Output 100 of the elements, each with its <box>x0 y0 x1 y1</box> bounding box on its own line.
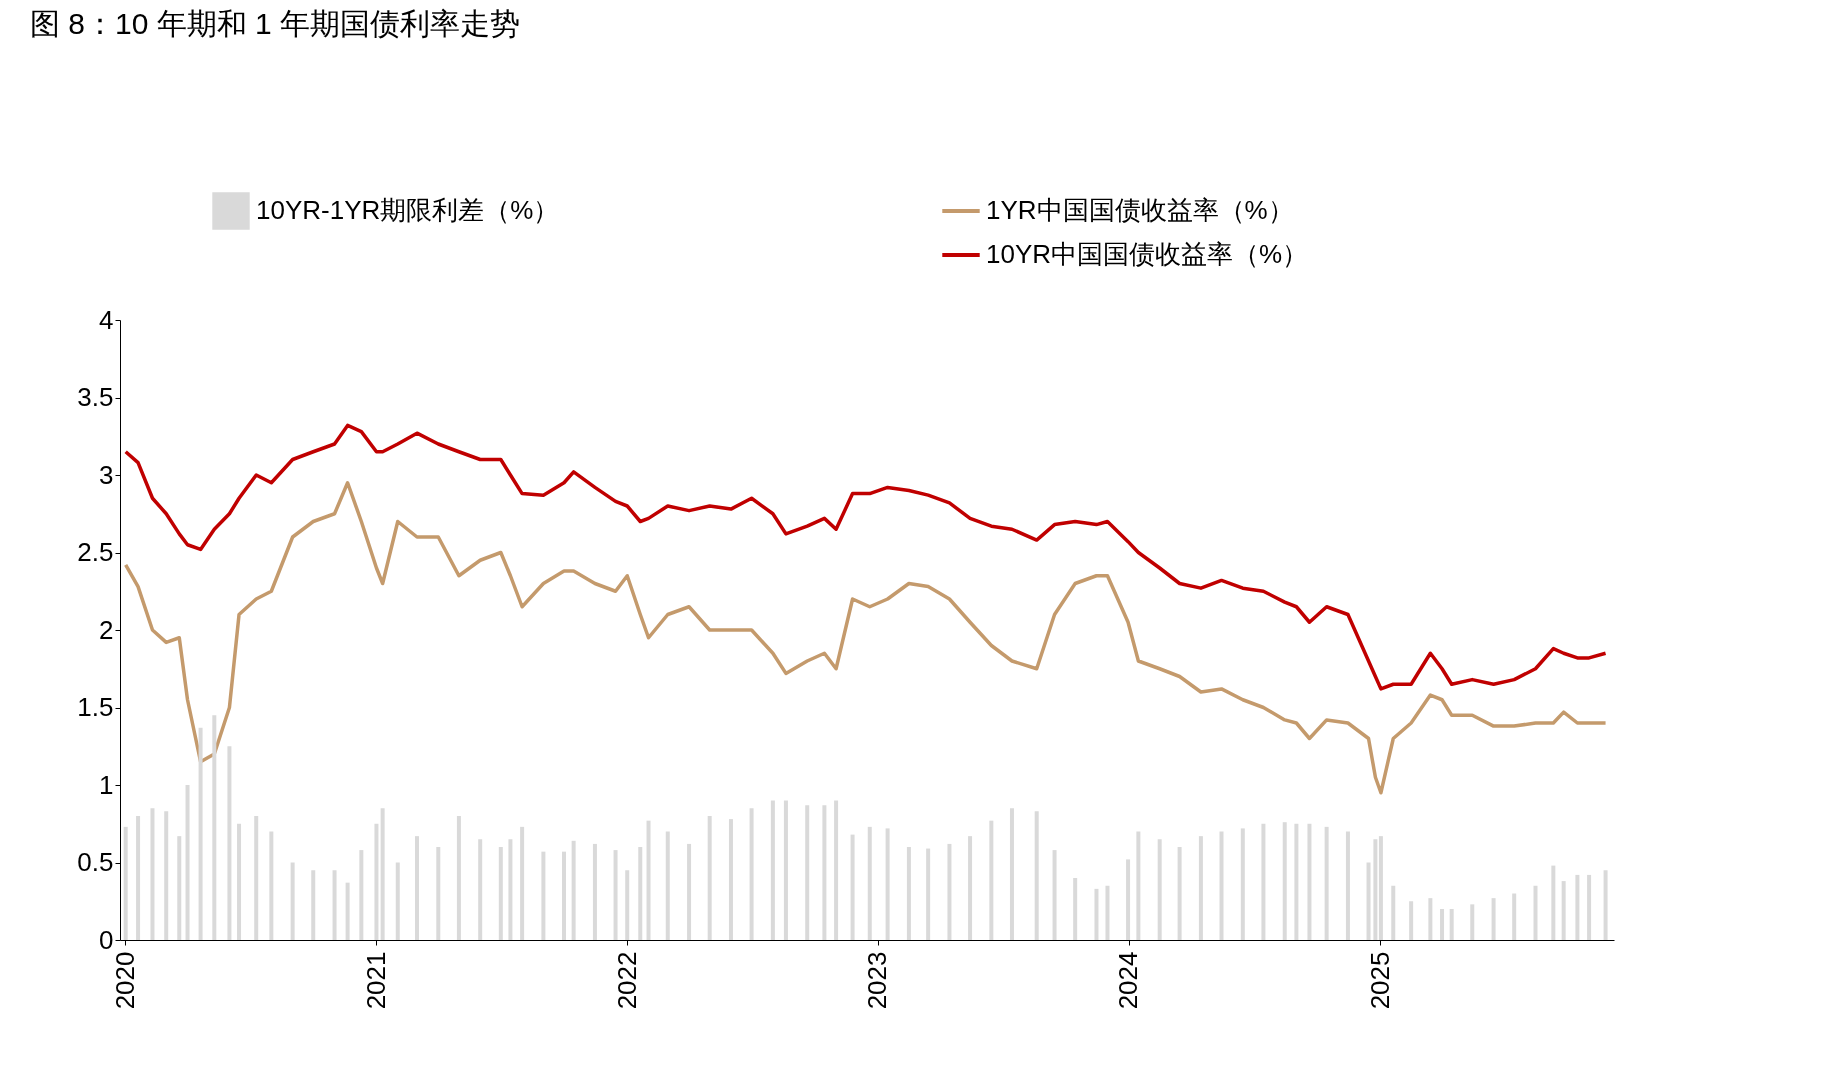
bar <box>1307 823 1312 940</box>
bar <box>989 820 994 940</box>
legend-label: 10YR-1YR期限利差（%） <box>256 195 560 225</box>
bar <box>237 823 242 940</box>
bar <box>345 882 350 940</box>
bar <box>1345 831 1350 940</box>
bar <box>926 848 931 940</box>
bar <box>1324 826 1329 940</box>
x-tick-label: 2023 <box>862 951 893 1010</box>
bar <box>625 870 630 940</box>
bar <box>478 839 483 940</box>
bar <box>1561 881 1566 940</box>
bar <box>290 862 295 940</box>
bar <box>136 816 141 940</box>
bar <box>374 823 379 940</box>
legend-label: 10YR中国国债收益率（%） <box>986 239 1309 269</box>
bar <box>1470 904 1475 940</box>
bar <box>395 862 400 940</box>
bar <box>254 816 259 940</box>
bar <box>1009 808 1014 940</box>
bar <box>867 826 872 940</box>
bar <box>359 850 364 940</box>
x-tick-label: 2022 <box>611 951 642 1010</box>
bar <box>1073 878 1078 940</box>
bar <box>646 820 651 940</box>
bar <box>770 800 775 940</box>
bar <box>707 816 712 940</box>
bar <box>562 851 567 940</box>
bar <box>332 870 337 940</box>
bar <box>198 727 203 940</box>
bar <box>638 847 643 940</box>
bar <box>783 800 788 940</box>
bar <box>1282 822 1287 940</box>
y-tick-label: 1 <box>99 769 114 800</box>
legend-label: 1YR中国国债收益率（%） <box>986 195 1294 225</box>
bar <box>906 847 911 940</box>
bar <box>1512 893 1517 940</box>
y-tick-label: 2.5 <box>77 537 114 567</box>
line-series <box>123 423 1608 691</box>
y-tick-label: 3 <box>99 459 114 490</box>
bar <box>1603 870 1608 940</box>
bar <box>456 816 461 940</box>
bar <box>885 828 890 940</box>
bar <box>380 808 385 940</box>
bar <box>311 870 316 940</box>
bar <box>1391 885 1396 940</box>
bar <box>1428 898 1433 940</box>
bar <box>850 834 855 940</box>
y-tick-label: 3.5 <box>77 382 114 412</box>
y-tick-label: 1.5 <box>77 692 114 722</box>
bar <box>665 831 670 940</box>
bar <box>749 808 754 940</box>
bar <box>1034 811 1039 940</box>
bar <box>1378 836 1383 940</box>
bar <box>1449 909 1454 940</box>
x-tick-label: 2025 <box>1364 951 1395 1010</box>
bar <box>805 805 810 940</box>
bar <box>1126 859 1131 940</box>
bar <box>571 840 576 940</box>
bar <box>1373 839 1378 940</box>
chart-title: 图 8：10 年期和 1 年期国债利率走势 <box>30 7 521 40</box>
bar <box>834 800 839 940</box>
bar <box>1157 839 1162 940</box>
bar <box>1294 823 1299 940</box>
bar <box>1094 888 1099 940</box>
bar <box>227 746 232 940</box>
bar <box>1052 850 1057 940</box>
bar <box>177 836 182 940</box>
bar <box>613 850 618 940</box>
bar <box>1136 831 1141 940</box>
line-series <box>123 481 1608 795</box>
bar <box>687 843 692 940</box>
bar <box>728 819 733 940</box>
bar <box>592 843 597 940</box>
bar <box>822 805 827 940</box>
bar <box>1105 885 1110 940</box>
bar <box>1409 901 1414 940</box>
y-tick-label: 2 <box>99 614 114 645</box>
bar <box>1575 874 1580 940</box>
bar <box>498 847 503 940</box>
bar <box>1261 823 1266 940</box>
bar <box>269 831 274 940</box>
bar <box>164 811 169 940</box>
bar <box>1440 909 1445 940</box>
x-tick-label: 2021 <box>360 951 391 1010</box>
bar <box>1533 885 1538 940</box>
bar <box>1366 862 1371 940</box>
bar <box>968 836 973 940</box>
bar <box>1240 828 1245 940</box>
bar <box>1551 865 1556 940</box>
bar <box>123 826 128 940</box>
bar <box>1198 836 1203 940</box>
bar <box>436 847 441 940</box>
bar <box>185 785 190 940</box>
x-tick-label: 2024 <box>1113 951 1144 1010</box>
bar <box>541 851 546 940</box>
bar <box>414 836 419 940</box>
bar <box>150 808 155 940</box>
y-tick-label: 0.5 <box>77 847 114 877</box>
bar <box>1177 847 1182 940</box>
